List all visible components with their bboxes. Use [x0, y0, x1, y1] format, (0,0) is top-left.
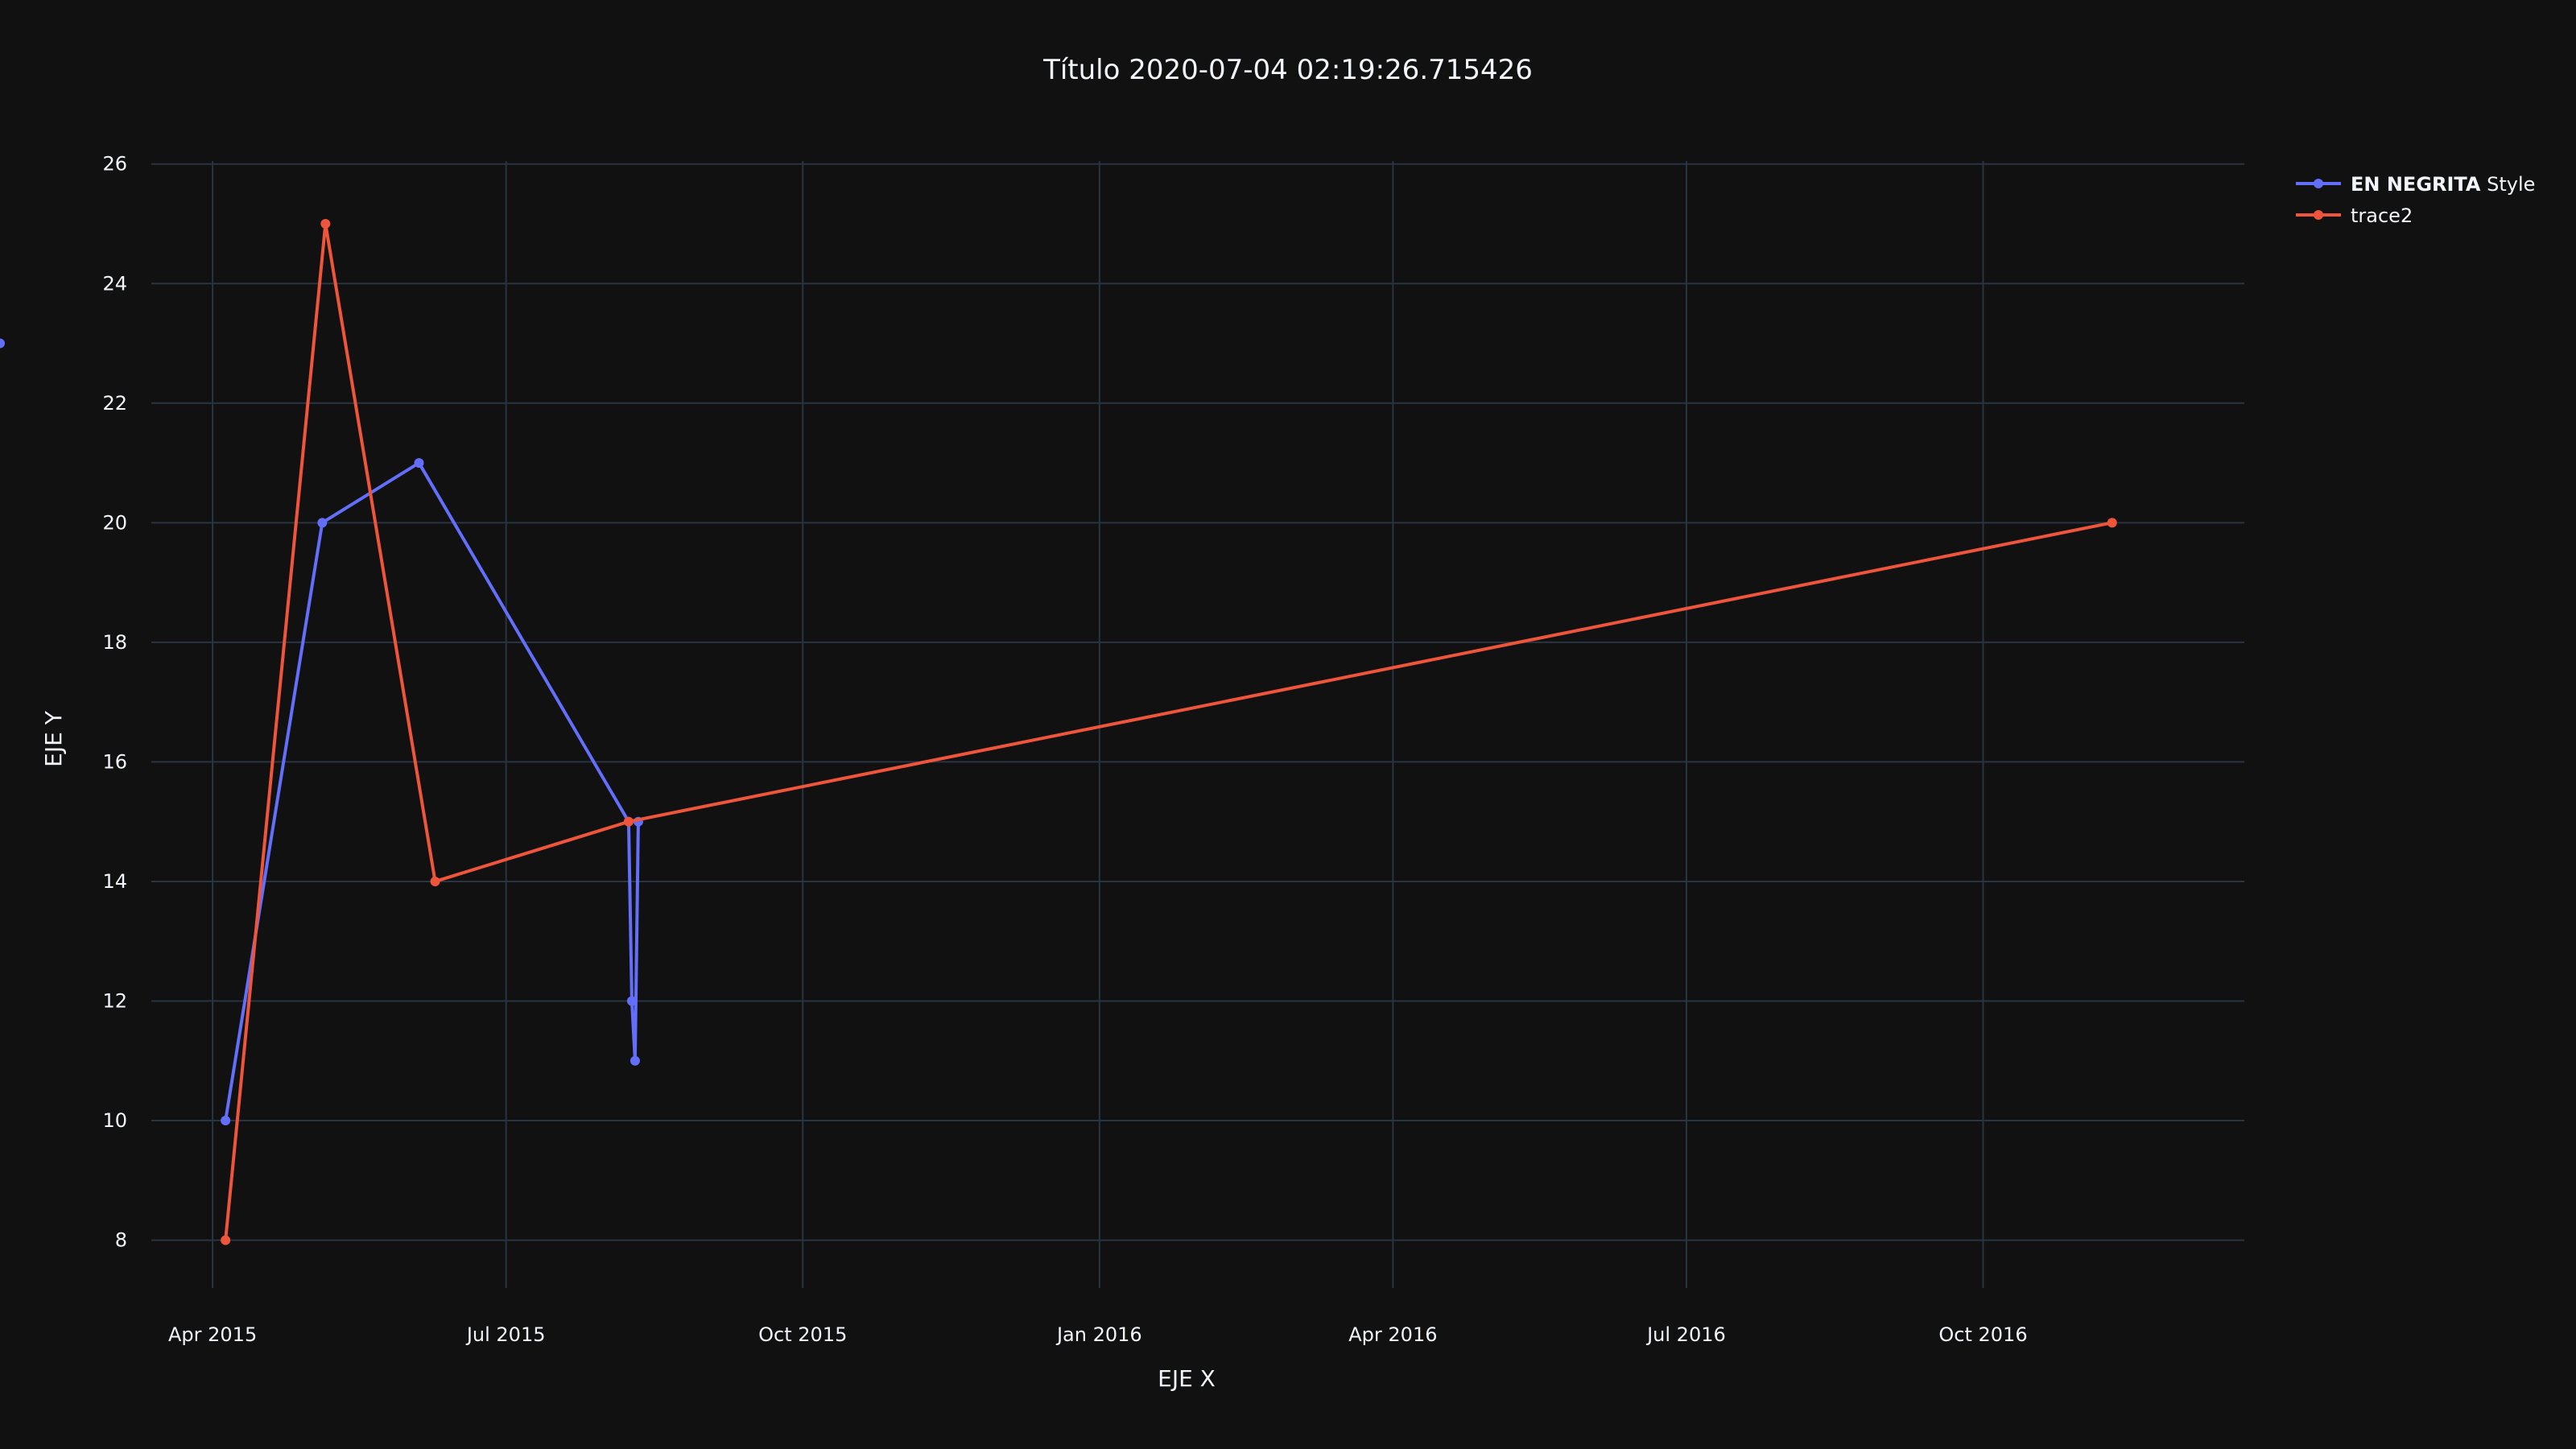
data-point — [320, 218, 331, 229]
x-tick-label: Jul 2016 — [1645, 1323, 1726, 1346]
grid — [151, 161, 2244, 1288]
y-tick-label: 24 — [102, 272, 127, 295]
legend-item-1[interactable]: EN NEGRITA Style — [2296, 173, 2535, 196]
series-line — [224, 461, 640, 1121]
y-axis-title: EJE Y — [40, 710, 67, 767]
x-tick-label: Jan 2016 — [1055, 1323, 1142, 1346]
data-point — [221, 1235, 231, 1245]
y-tick-label: 16 — [102, 750, 127, 773]
legend-item-2[interactable]: trace2 — [2296, 204, 2413, 227]
legend-marker — [2314, 210, 2323, 220]
y-tick-label: 22 — [102, 392, 127, 415]
y-tick-label: 20 — [102, 511, 127, 534]
legend-marker — [2314, 179, 2323, 188]
data-point — [430, 876, 440, 886]
legend[interactable]: EN NEGRITA Style trace2 — [2296, 173, 2535, 227]
chart-title: Título 2020-07-04 02:19:26.715426 — [1042, 54, 1533, 86]
data-point — [221, 1116, 231, 1126]
legend-label-rest: Style — [2481, 173, 2536, 196]
x-tick-label: Apr 2016 — [1348, 1323, 1437, 1346]
x-axis-title: EJE X — [1158, 1365, 1216, 1392]
y-tick-label: 26 — [102, 153, 127, 175]
data-point — [623, 816, 634, 827]
data-point — [317, 518, 328, 528]
legend-label: trace2 — [2351, 204, 2413, 227]
data-point — [2107, 518, 2117, 528]
y-tick-label: 12 — [102, 990, 127, 1013]
x-tick-label: Apr 2015 — [168, 1323, 257, 1346]
x-tick-label: Oct 2015 — [758, 1323, 847, 1346]
series-1 — [0, 338, 643, 1126]
legend-label-bold: EN NEGRITA — [2351, 173, 2481, 196]
y-tick-label: 10 — [102, 1109, 127, 1132]
x-tick-label: Oct 2016 — [1938, 1323, 2027, 1346]
series-layer — [0, 218, 2117, 1245]
legend-label: EN NEGRITA Style — [2351, 173, 2535, 196]
data-point — [0, 338, 5, 349]
series-line — [224, 221, 2113, 1241]
series-2 — [221, 218, 2117, 1245]
y-tick-label: 8 — [115, 1229, 127, 1252]
data-point — [414, 458, 424, 469]
y-tick-label: 14 — [102, 870, 127, 893]
x-tick-labels: Apr 2015 Jul 2015 Oct 2015 Jan 2016 Apr 2016… — [168, 1323, 2028, 1346]
data-point — [630, 1055, 640, 1066]
data-point — [626, 996, 637, 1006]
x-tick-label: Jul 2015 — [465, 1323, 546, 1346]
y-tick-label: 18 — [102, 631, 127, 654]
y-tick-labels: 8 10 12 14 16 18 20 22 24 26 — [102, 153, 127, 1252]
